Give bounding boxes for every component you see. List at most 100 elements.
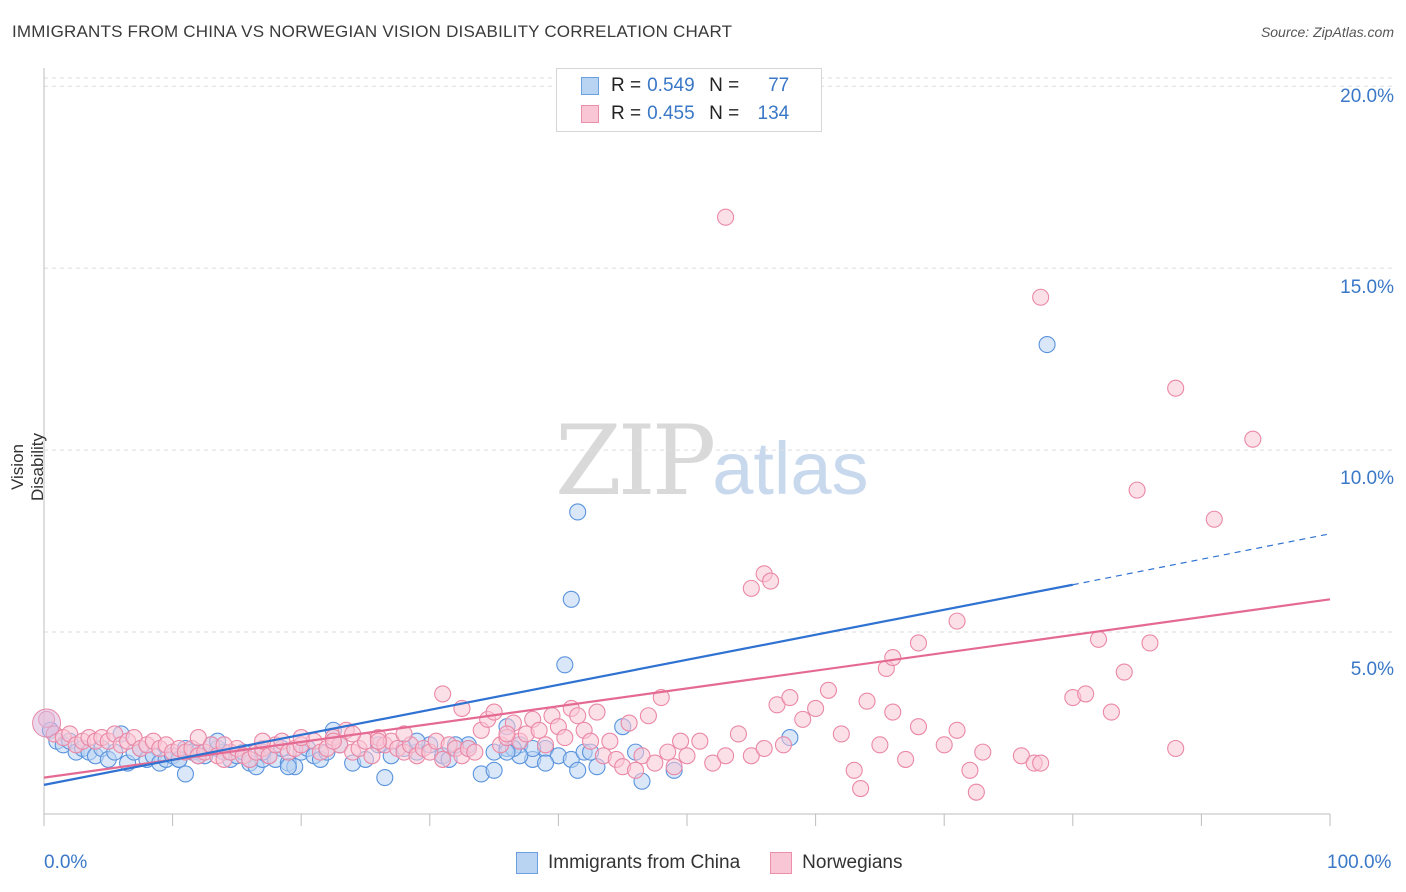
norwegians-point: [884, 703, 902, 721]
norwegians-point: [1115, 663, 1133, 681]
norwegians-point: [601, 732, 619, 750]
norwegians-point: [369, 732, 387, 750]
norwegians-point: [948, 612, 966, 630]
norwegians-point: [704, 754, 722, 772]
x-tick-label-min: 0.0%: [44, 852, 88, 873]
norwegians-point: [717, 747, 735, 765]
y-axis-label: Vision Disability: [8, 432, 47, 502]
china-point: [562, 590, 580, 608]
norwegians-point: [961, 761, 979, 779]
norwegians-point: [819, 681, 838, 699]
legend-label-norwegians: Norwegians: [802, 852, 903, 873]
y-tick-label: 20.0%: [1340, 86, 1394, 107]
chart-title: IMMIGRANTS FROM CHINA VS NORWEGIAN VISIO…: [12, 22, 733, 41]
legend-n-value: 134: [757, 103, 790, 124]
norwegians-point: [845, 761, 863, 779]
norwegians-point: [1032, 754, 1050, 772]
norwegians-point: [581, 732, 600, 750]
china-trend-line: [43, 583, 1074, 786]
norwegians-point: [948, 721, 966, 739]
x-tick-label-max: 100.0%: [1327, 852, 1392, 873]
china-point: [569, 761, 587, 779]
norwegians-point: [742, 747, 760, 765]
y-tick-label: 15.0%: [1340, 277, 1394, 298]
trend-lines: [43, 533, 1331, 786]
china-point: [536, 754, 555, 772]
norwegians-point: [762, 572, 780, 590]
norwegians-point: [852, 779, 870, 798]
norwegians-point: [1167, 379, 1185, 397]
norwegians-point: [659, 743, 677, 761]
norwegians-point: [1077, 685, 1095, 703]
norwegians-point: [672, 732, 690, 750]
norwegians-point: [588, 703, 606, 721]
norwegians-point: [556, 729, 574, 747]
norwegians-point: [967, 783, 985, 801]
norwegians-point: [620, 714, 638, 732]
china-point: [279, 758, 297, 776]
china-point: [556, 656, 574, 674]
norwegians-series-points: [32, 208, 1262, 801]
norwegians-point: [536, 736, 555, 754]
norwegians-point: [909, 634, 928, 652]
norwegians-point: [774, 736, 793, 754]
norwegians-point: [755, 739, 773, 758]
norwegians-point: [935, 736, 953, 754]
norwegians-point: [897, 750, 915, 768]
norwegians-point: [1032, 288, 1050, 306]
stats-legend: R = 0.549 N = 77 R = 0.455 N = 134: [556, 68, 822, 132]
norwegians-point: [530, 721, 548, 739]
norwegians-point: [639, 707, 657, 725]
norwegians-trend-line: [43, 598, 1331, 779]
norwegians-point: [189, 729, 207, 747]
norwegians-point: [485, 703, 503, 721]
y-tick-label: 10.0%: [1340, 468, 1394, 489]
norwegians-point: [434, 750, 452, 768]
norwegians-point: [678, 747, 696, 765]
norwegians-point: [32, 708, 62, 738]
y-tick-label: 5.0%: [1350, 659, 1394, 680]
legend-n-label: N =: [709, 75, 740, 96]
norwegians-point: [884, 648, 902, 667]
norwegians-point: [807, 699, 825, 718]
norwegians-point: [909, 718, 928, 736]
norwegians-point: [1128, 481, 1146, 499]
norwegians-point: [1012, 747, 1030, 765]
norwegians-point: [665, 758, 683, 776]
norwegians-point: [717, 208, 735, 226]
legend-r-label: R =: [611, 75, 642, 96]
norwegians-point: [434, 685, 452, 703]
norwegians-point: [1244, 430, 1262, 448]
legend-n-value: 77: [768, 75, 790, 96]
legend-swatch-norwegians: [581, 105, 599, 123]
series-legend: Immigrants from China Norwegians: [516, 852, 933, 874]
norwegians-point: [729, 725, 747, 743]
norwegians-point: [627, 761, 645, 779]
legend-swatch-china: [581, 77, 599, 95]
norwegians-point: [1141, 634, 1159, 652]
source-label: Source: ZipAtlas.com: [1260, 24, 1394, 40]
legend-item-norwegians[interactable]: Norwegians: [770, 852, 903, 874]
norwegians-point: [395, 725, 413, 743]
norwegians-point: [832, 725, 850, 743]
norwegians-point: [858, 692, 876, 710]
legend-r-value: 0.455: [647, 103, 695, 124]
china-point: [1038, 336, 1056, 354]
norwegians-point: [363, 747, 381, 765]
norwegians-point: [742, 579, 760, 597]
legend-swatch-china: [516, 852, 538, 874]
norwegians-point: [974, 743, 992, 761]
legend-label-china: Immigrants from China: [548, 852, 741, 873]
norwegians-point: [569, 707, 587, 725]
norwegians-point: [1167, 739, 1185, 758]
china-trend-extension: [1072, 533, 1331, 586]
legend-n-label: N =: [709, 103, 740, 124]
norwegians-point: [691, 732, 709, 750]
legend-item-china[interactable]: Immigrants from China: [516, 852, 740, 874]
legend-row-china: R = 0.549 N = 77: [581, 73, 789, 99]
legend-r-value: 0.549: [647, 75, 695, 96]
norwegians-point: [768, 696, 786, 714]
norwegians-point: [633, 747, 651, 765]
norwegians-point: [1102, 703, 1120, 721]
